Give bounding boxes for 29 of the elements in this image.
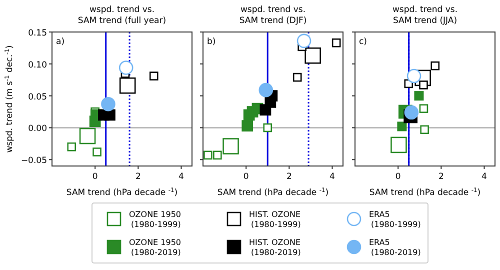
legend-label: ERA5 (1980-2019) <box>369 238 421 257</box>
chart-title: wspd. trend vs. SAM trend (DJF) <box>239 5 307 26</box>
x-tick-label: 4 <box>178 172 184 182</box>
x-tick-label: 0 <box>92 172 98 182</box>
x-axis-title: SAM trend (hPa decade $^{-1}$) <box>66 186 178 198</box>
legend-label: ERA5 (1980-1999) <box>369 210 421 229</box>
chart-title: wspd. trend vs. SAM trend (full year) <box>78 5 166 26</box>
annotation: c) <box>359 37 367 47</box>
x-axis-title: SAM trend (hPa decade $^{-1}$) <box>369 186 481 198</box>
legend-label: OZONE 1950 (1980-2019) <box>129 238 182 257</box>
x-axis-title: SAM trend (hPa decade $^{-1}$) <box>217 186 329 198</box>
legend-label: OZONE 1950 (1980-1999) <box>129 210 182 229</box>
legend-label: HIST. OZONE (1980-2019) <box>249 238 301 257</box>
x-tick-label: 4 <box>482 172 487 182</box>
chart-title: wspd. trend vs. SAM trend (JJA) <box>392 5 458 26</box>
y-tick-label: −0.05 <box>20 156 47 166</box>
annotation: a) <box>56 37 65 47</box>
y-tick-label: 0.00 <box>28 124 47 134</box>
x-tick-label: 4 <box>330 172 335 182</box>
y-tick-label: 0.05 <box>28 92 47 102</box>
x-tick-label: 2 <box>438 172 444 182</box>
y-tick-label: 0.15 <box>28 28 47 38</box>
x-tick-label: 0 <box>243 172 249 182</box>
annotation: b) <box>207 37 216 47</box>
y-tick-label: 0.10 <box>28 60 47 70</box>
legend-label: HIST. OZONE (1980-1999) <box>249 210 301 229</box>
x-tick-label: 2 <box>286 172 292 182</box>
x-tick-label: 0 <box>395 172 401 182</box>
x-tick-label: 2 <box>135 172 141 182</box>
